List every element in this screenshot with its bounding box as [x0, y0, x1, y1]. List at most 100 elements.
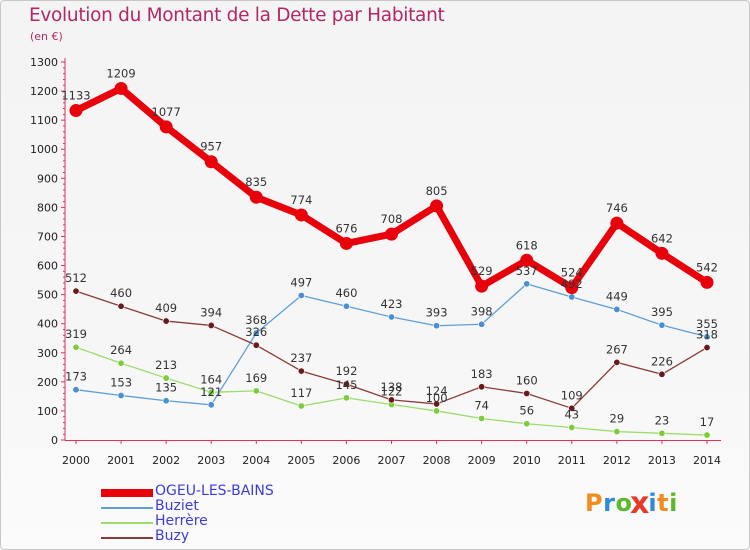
data-label-herr-re: 319 — [65, 327, 87, 341]
data-label-buziet: 393 — [426, 306, 448, 320]
y-tick-label: 900 — [37, 172, 58, 185]
data-label-herr-re: 169 — [245, 371, 267, 385]
data-point-buzy — [568, 404, 576, 412]
data-label-buziet: 497 — [290, 275, 312, 289]
y-tick-label: 100 — [37, 405, 58, 418]
data-point-buziet — [207, 401, 215, 409]
data-label-ogeu-les-bains: 746 — [606, 201, 628, 215]
y-tick-label: 1000 — [30, 143, 58, 156]
data-point-ogeu-les-bains — [69, 104, 83, 118]
data-label-buzy: 326 — [245, 325, 267, 339]
chart-axes: 0 100 200 300 400 500 600 700 800 900 1000 1100 1200… — [30, 56, 721, 467]
data-label-buziet: 449 — [606, 289, 628, 303]
data-point-buziet — [72, 386, 80, 394]
x-tick-label: 2000 — [62, 454, 90, 467]
data-label-buzy: 318 — [696, 328, 718, 342]
y-tick-label: 300 — [37, 347, 58, 360]
data-point-herr-re — [658, 429, 666, 437]
data-point-buziet — [297, 291, 305, 299]
data-label-herr-re: 145 — [335, 378, 357, 392]
data-point-ogeu-les-bains — [339, 236, 353, 250]
data-label-herr-re: 264 — [110, 343, 132, 357]
data-point-buzy — [478, 383, 486, 391]
data-label-ogeu-les-bains: 1133 — [61, 89, 90, 103]
y-tick-label: 0 — [51, 434, 58, 447]
data-label-ogeu-les-bains: 676 — [335, 221, 357, 235]
y-tick-label: 1200 — [30, 85, 58, 98]
data-label-ogeu-les-bains: 618 — [516, 238, 538, 252]
x-tick-label: 2007 — [378, 454, 406, 467]
data-label-buziet: 153 — [110, 376, 132, 390]
data-label-buziet: 398 — [471, 304, 493, 318]
data-point-herr-re — [207, 388, 215, 396]
data-point-buziet — [478, 320, 486, 328]
data-label-buziet: 460 — [335, 286, 357, 300]
x-tick-label: 2012 — [603, 454, 631, 467]
data-point-ogeu-les-bains — [114, 81, 128, 95]
data-label-buzy: 183 — [471, 367, 493, 381]
x-tick-label: 2009 — [468, 454, 496, 467]
x-tick-label: 2006 — [332, 454, 360, 467]
data-label-buziet: 368 — [245, 313, 267, 327]
data-label-herr-re: 213 — [155, 358, 177, 372]
data-label-buzy: 394 — [200, 305, 222, 319]
data-point-buziet — [613, 305, 621, 313]
data-label-buziet: 492 — [561, 277, 583, 291]
data-label-buzy: 237 — [290, 351, 312, 365]
data-point-ogeu-les-bains — [520, 253, 534, 267]
data-label-herr-re: 122 — [381, 385, 403, 399]
legend-swatch — [101, 522, 153, 524]
y-tick-label: 1300 — [30, 56, 58, 69]
x-tick-label: 2005 — [287, 454, 315, 467]
y-tick-label: 800 — [37, 201, 58, 214]
legend-label: OGEU-LES-BAINS — [155, 483, 274, 499]
data-label-ogeu-les-bains: 1209 — [106, 66, 135, 80]
data-label-buzy: 138 — [381, 380, 403, 394]
x-tick-label: 2014 — [693, 454, 721, 467]
value-labels: 173 153 135 121 368 497 460 423 393 398 537 492 449 3… — [61, 66, 718, 429]
data-point-herr-re — [478, 414, 486, 422]
data-label-herr-re: 56 — [519, 404, 534, 418]
data-point-ogeu-les-bains — [700, 275, 714, 289]
logo-letter: x — [630, 485, 651, 521]
data-label-buziet: 173 — [65, 370, 87, 384]
data-point-buzy — [297, 367, 305, 375]
data-point-ogeu-les-bains — [385, 227, 398, 241]
y-tick-label: 700 — [37, 230, 58, 243]
data-point-herr-re — [703, 431, 711, 439]
data-label-ogeu-les-bains: 835 — [245, 175, 267, 189]
data-point-buziet — [523, 280, 531, 288]
data-point-buziet — [117, 392, 125, 400]
data-label-buzy: 460 — [110, 286, 132, 300]
data-point-herr-re — [568, 423, 576, 431]
data-label-ogeu-les-bains: 1077 — [152, 105, 181, 119]
data-point-buzy — [433, 400, 441, 408]
data-point-buziet — [703, 333, 711, 341]
y-tick-label: 1100 — [30, 114, 58, 127]
data-label-buziet: 423 — [381, 297, 403, 311]
data-point-ogeu-les-bains — [655, 246, 669, 260]
x-tick-label: 2002 — [152, 454, 180, 467]
data-point-ogeu-les-bains — [204, 155, 218, 169]
legend-label: Buzy — [155, 528, 190, 544]
data-label-herr-re: 43 — [564, 407, 579, 421]
data-label-ogeu-les-bains: 708 — [381, 212, 403, 226]
y-tick-label: 500 — [37, 289, 58, 302]
data-point-herr-re — [117, 359, 125, 367]
data-label-ogeu-les-bains: 524 — [561, 266, 583, 280]
data-point-herr-re — [252, 387, 260, 395]
data-label-buzy: 409 — [155, 301, 177, 315]
data-point-ogeu-les-bains — [475, 279, 489, 293]
y-tick-label: 600 — [37, 260, 58, 273]
series-points — [69, 81, 714, 439]
data-label-buziet: 135 — [155, 381, 177, 395]
legend-swatch — [101, 489, 153, 497]
data-label-ogeu-les-bains: 957 — [200, 140, 222, 154]
data-label-buzy: 192 — [335, 364, 357, 378]
data-point-buzy — [252, 341, 260, 349]
data-label-buziet: 355 — [696, 317, 718, 331]
chart-unit-label: (en €) — [30, 30, 63, 43]
data-point-buziet — [658, 321, 666, 329]
